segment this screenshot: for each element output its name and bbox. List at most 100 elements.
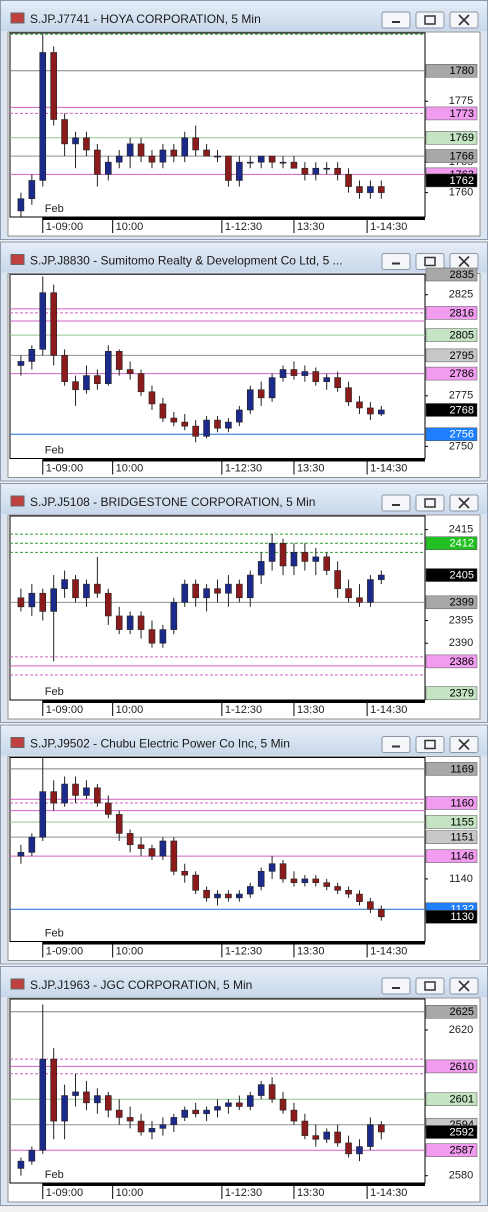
candle-body (192, 425, 199, 437)
candle-body (367, 186, 374, 193)
candle-body (203, 588, 210, 599)
price-tag-label: 2399 (450, 597, 474, 609)
candle-body (334, 886, 341, 891)
candle-body (137, 1120, 145, 1133)
candle-body (257, 155, 265, 163)
minimize-button[interactable] (381, 494, 411, 512)
maximize-glyph (424, 981, 436, 991)
candle-body (39, 592, 47, 612)
candle-body (367, 407, 374, 415)
candle-body (323, 377, 331, 382)
session-label: Feb (45, 927, 64, 939)
price-tag (425, 1125, 478, 1139)
candle-body (367, 579, 374, 603)
y-tick-label: 2620 (449, 1024, 473, 1036)
minimize-glyph (392, 504, 400, 506)
minimize-glyph (392, 21, 400, 23)
candle-body (17, 852, 25, 857)
price-tag-label: 1773 (450, 108, 474, 120)
candle-body (61, 783, 68, 804)
minimize-button[interactable] (381, 977, 411, 995)
candle-body (148, 1128, 156, 1133)
x-tick-label: 1-12:30 (225, 945, 262, 957)
price-tag-label: 2379 (450, 688, 474, 700)
x-tick-label: 1-12:30 (225, 221, 262, 233)
candle-body (170, 1117, 178, 1126)
maximize-button[interactable] (415, 977, 445, 995)
candle-body (72, 381, 79, 391)
maximize-glyph (424, 739, 436, 750)
candle-body (39, 52, 47, 181)
window-title: S.JP.J5108 - BRIDGESTONE CORPORATION, 5 … (30, 495, 315, 509)
maximize-button[interactable] (415, 736, 445, 753)
price-tag-label: 1160 (450, 797, 474, 809)
price-tag (425, 654, 478, 669)
session-label: Feb (45, 686, 64, 698)
candle-body (356, 401, 363, 409)
window-icon (10, 495, 25, 507)
candle-body (50, 292, 57, 356)
minimize-glyph (392, 987, 400, 989)
candle-body (159, 149, 167, 163)
price-tag-label: 2816 (450, 307, 474, 319)
candle-body (236, 583, 243, 599)
candle-body (345, 889, 352, 895)
candle-body (334, 377, 341, 389)
price-tag-label: 1762 (450, 175, 474, 187)
candle-body (214, 1106, 221, 1111)
y-tick-label: 2415 (449, 524, 473, 536)
candle-body (126, 369, 134, 374)
plot (10, 1004, 425, 1176)
maximize-button[interactable] (415, 11, 445, 29)
window-title: S.JP.J8830 - Sumitomo Realty & Developme… (30, 254, 343, 268)
price-tag (425, 149, 478, 163)
candle-body (334, 167, 341, 175)
candle-body (323, 882, 331, 887)
maximize-button[interactable] (415, 253, 445, 270)
candle-body (104, 802, 112, 815)
candle-body (312, 167, 320, 175)
y-tick-label: 1775 (449, 95, 473, 107)
price-tag-label: 1130 (450, 911, 474, 923)
candle-body (83, 137, 90, 151)
minimize-button[interactable] (381, 253, 411, 270)
candle-body (94, 375, 101, 384)
candle-body (72, 783, 79, 796)
chart-window: S.JP.J5108 - BRIDGESTONE CORPORATION, 5 … (0, 483, 488, 723)
minimize-button[interactable] (381, 736, 411, 753)
price-tag-label: 2625 (450, 1006, 474, 1018)
candle-body (214, 419, 221, 429)
x-tick-label: 1-09:00 (46, 704, 83, 716)
candle-body (301, 167, 309, 175)
candle-body (28, 1149, 36, 1162)
price-tag (425, 849, 478, 863)
candle-body (50, 588, 57, 612)
maximize-button[interactable] (415, 494, 445, 512)
x-tick-label: 1-09:00 (46, 945, 83, 957)
candle-body (356, 597, 363, 603)
price-tag-label: 2386 (450, 656, 474, 668)
candle-body (367, 901, 374, 910)
candle-body (115, 615, 123, 630)
close-glyph (458, 14, 470, 26)
price-tag (425, 306, 478, 320)
x-tick-label: 10:00 (116, 221, 144, 233)
candle-body (61, 119, 68, 145)
candle-body (345, 1142, 352, 1155)
candle-body (17, 1160, 25, 1169)
candle-body (356, 1146, 363, 1155)
candle-body (225, 893, 232, 899)
window-title: S.JP.J7741 - HOYA CORPORATION, 5 Min (30, 12, 261, 26)
candle-body (137, 373, 145, 393)
minimize-button[interactable] (381, 11, 411, 29)
y-tick-label: 2390 (449, 637, 473, 649)
price-tag (425, 427, 478, 441)
candle-body (104, 351, 112, 384)
price-tag (425, 910, 478, 924)
y-tick-label: 2775 (449, 390, 473, 402)
x-tick-label: 1-09:00 (46, 221, 83, 233)
chart-window: S.JP.J7741 - HOYA CORPORATION, 5 Min 1760… (0, 0, 488, 240)
maximize-glyph (424, 15, 436, 25)
candle-body (126, 615, 134, 630)
x-tick-label: 1-09:00 (46, 1187, 83, 1199)
